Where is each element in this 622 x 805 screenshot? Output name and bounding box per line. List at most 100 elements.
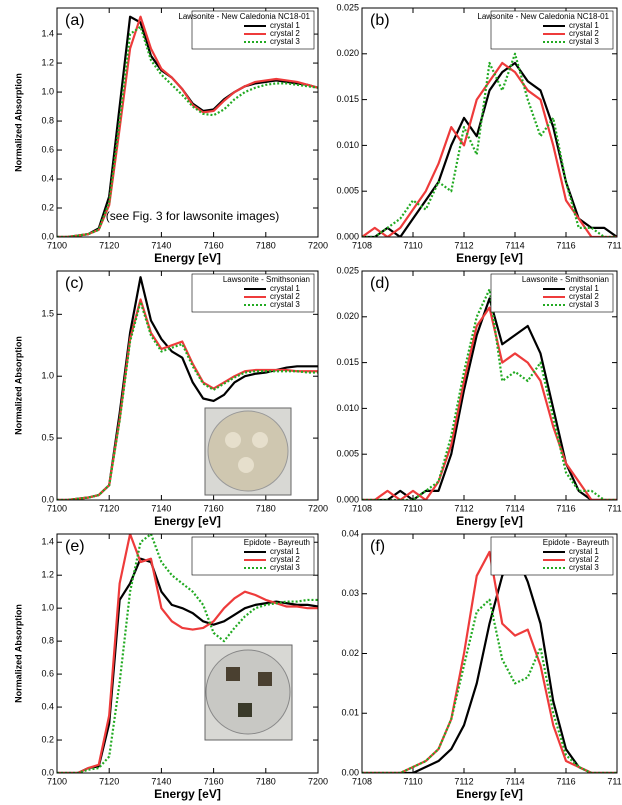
data-line <box>362 550 617 773</box>
y-tick-label: 0.4 <box>41 701 54 711</box>
y-tick-label: 1.0 <box>41 371 54 381</box>
legend-title: Lawsonite - Smithsonian <box>522 275 609 284</box>
y-tick-label: 0.2 <box>41 734 54 744</box>
y-tick-label: 0.020 <box>336 48 359 58</box>
panel: 7108 7110 7112 7114 7116 7118 0.000 0.005 0.010 0… <box>336 2 622 265</box>
x-axis-label: Energy [eV] <box>456 514 523 528</box>
legend-title: Lawsonite - New Caledonia NC18-01 <box>178 12 310 21</box>
data-line <box>362 297 617 500</box>
y-tick-label: 0.6 <box>41 144 54 154</box>
y-tick-label: 1.5 <box>41 309 54 319</box>
y-tick-label: 0.005 <box>336 186 359 196</box>
panel: 7108 7110 7112 7114 7116 7118 0.000 0.005 0.010 0… <box>336 265 622 528</box>
legend-label: crystal 3 <box>270 563 300 572</box>
legend-label: crystal 3 <box>270 37 300 46</box>
y-tick-label: 0.5 <box>41 432 54 442</box>
data-line <box>362 550 617 773</box>
x-tick-label: 7114 <box>505 503 524 513</box>
y-tick-label: 0.015 <box>336 357 359 367</box>
y-tick-label: 0.03 <box>341 588 359 598</box>
x-tick-label: 7112 <box>454 503 473 513</box>
x-tick-label: 7108 <box>352 776 372 786</box>
x-tick-label: 7140 <box>151 503 171 513</box>
y-tick-label: 1.2 <box>41 57 54 67</box>
y-tick-label: 1.0 <box>41 603 54 613</box>
y-tick-label: 0.4 <box>41 173 54 183</box>
y-tick-label: 0.010 <box>336 140 359 150</box>
y-axis-label: Normalized Absorption <box>13 336 23 435</box>
legend-label: crystal 3 <box>569 37 599 46</box>
photo-crystal <box>226 667 240 681</box>
photo-mount <box>207 410 289 492</box>
y-tick-label: 0.025 <box>336 265 359 275</box>
x-tick-label: 7118 <box>607 503 622 513</box>
x-tick-label: 7100 <box>47 503 67 513</box>
plot-frame <box>361 270 618 501</box>
x-tick-label: 7140 <box>151 240 171 250</box>
data-line <box>362 61 617 237</box>
x-tick-label: 7200 <box>308 503 328 513</box>
legend-label: crystal 2 <box>569 555 599 564</box>
y-tick-label: 0.00 <box>341 767 359 777</box>
y-tick-label: 0.015 <box>336 94 359 104</box>
x-tick-label: 7120 <box>99 240 119 250</box>
data-line <box>362 61 617 237</box>
panel-label: (e) <box>65 538 85 555</box>
y-tick-label: 0.04 <box>341 528 359 538</box>
x-tick-label: 7100 <box>47 776 67 786</box>
plot-frame <box>56 533 319 774</box>
y-axis-label: Normalized Absorption <box>13 604 23 703</box>
data-line <box>57 534 318 773</box>
y-tick-label: 0.010 <box>336 403 359 413</box>
panel-label: (c) <box>65 275 84 292</box>
legend-label: crystal 2 <box>270 29 300 38</box>
x-tick-label: 7108 <box>352 503 372 513</box>
legend-label: crystal 1 <box>569 21 599 30</box>
data-line <box>57 15 318 237</box>
legend-label: crystal 2 <box>569 29 599 38</box>
inset-photo <box>204 644 293 741</box>
photo-crystal <box>238 457 254 473</box>
data-line <box>57 25 318 237</box>
x-tick-label: 7200 <box>308 776 328 786</box>
panel-label: (d) <box>370 275 390 292</box>
legend-title: Epidote - Bayreuth <box>543 538 609 547</box>
photo-crystal <box>252 432 268 448</box>
legend-label: crystal 1 <box>569 547 599 556</box>
legend-label: crystal 1 <box>270 547 300 556</box>
photo-crystal <box>238 703 252 717</box>
y-tick-label: 1.2 <box>41 570 54 580</box>
x-tick-label: 7108 <box>352 240 372 250</box>
y-tick-label: 0.020 <box>336 311 359 321</box>
panel-label: (b) <box>370 12 390 29</box>
x-tick-label: 7110 <box>403 503 422 513</box>
legend-title: Epidote - Bayreuth <box>244 538 310 547</box>
data-line <box>57 15 318 237</box>
y-tick-label: 0.0 <box>41 231 54 241</box>
legend-label: crystal 3 <box>569 300 599 309</box>
x-tick-label: 7112 <box>454 240 473 250</box>
y-tick-label: 0.000 <box>336 494 359 504</box>
y-tick-label: 0.8 <box>41 115 54 125</box>
legend-title: Lawsonite - New Caledonia NC18-01 <box>477 12 609 21</box>
x-tick-label: 7180 <box>256 776 276 786</box>
photo-mount <box>205 649 291 735</box>
y-tick-label: 0.01 <box>341 708 359 718</box>
x-tick-label: 7180 <box>256 503 276 513</box>
x-axis-label: Energy [eV] <box>154 787 221 801</box>
panel: 7100 7120 7140 7160 7180 7200 0.0 0.2 0.4 0.6 0.8 1… <box>13 7 328 265</box>
x-axis-label: Energy [eV] <box>154 514 221 528</box>
x-axis-label: Energy [eV] <box>456 787 523 801</box>
x-tick-label: 7114 <box>505 776 524 786</box>
y-tick-label: 0.6 <box>41 668 54 678</box>
y-tick-label: 1.4 <box>41 28 54 38</box>
panel: 7108 7110 7112 7114 7116 7118 0.00 0.01 0.02 0.03… <box>341 528 622 801</box>
y-tick-label: 0.2 <box>41 202 54 212</box>
y-tick-label: 1.4 <box>41 537 54 547</box>
legend-label: crystal 2 <box>569 292 599 301</box>
x-tick-label: 7110 <box>403 240 422 250</box>
y-tick-label: 0.0 <box>41 767 54 777</box>
legend-label: crystal 1 <box>569 284 599 293</box>
y-tick-label: 0.000 <box>336 231 359 241</box>
